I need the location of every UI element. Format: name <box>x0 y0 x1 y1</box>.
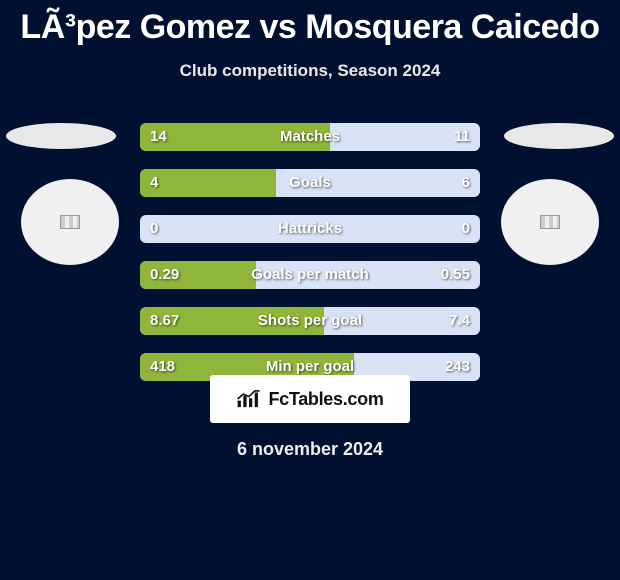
stat-label: Shots per goal <box>140 307 480 335</box>
stat-bars: 14Matches11 4Goals6 0Hattricks0 0.29Goals p… <box>140 123 480 399</box>
stat-right-value: 11 <box>454 123 470 151</box>
stat-right-value: 7.4 <box>449 307 470 335</box>
player-left-avatar <box>21 179 119 265</box>
player-right-ellipse <box>504 123 614 149</box>
stat-row: 14Matches11 <box>140 123 480 151</box>
stat-row: 0.29Goals per match0.55 <box>140 261 480 289</box>
stat-right-value: 0.55 <box>441 261 470 289</box>
player-right-flag-icon <box>540 215 560 229</box>
brand-chart-icon <box>236 388 262 410</box>
stat-label: Goals <box>140 169 480 197</box>
stat-right-value: 243 <box>445 353 470 381</box>
brand-text: FcTables.com <box>268 389 383 410</box>
stat-right-value: 0 <box>462 215 470 243</box>
stat-label: Hattricks <box>140 215 480 243</box>
stat-row: 8.67Shots per goal7.4 <box>140 307 480 335</box>
stat-row: 0Hattricks0 <box>140 215 480 243</box>
player-left-ellipse <box>6 123 116 149</box>
brand-badge: FcTables.com <box>210 375 410 423</box>
page-subtitle: Club competitions, Season 2024 <box>0 61 620 81</box>
player-right-avatar <box>501 179 599 265</box>
stat-right-value: 6 <box>462 169 470 197</box>
stat-row: 4Goals6 <box>140 169 480 197</box>
player-left-flag-icon <box>60 215 80 229</box>
page-title: LÃ³pez Gomez vs Mosquera Caicedo <box>0 0 620 47</box>
date-line: 6 november 2024 <box>0 439 620 460</box>
stat-label: Goals per match <box>140 261 480 289</box>
stat-label: Matches <box>140 123 480 151</box>
